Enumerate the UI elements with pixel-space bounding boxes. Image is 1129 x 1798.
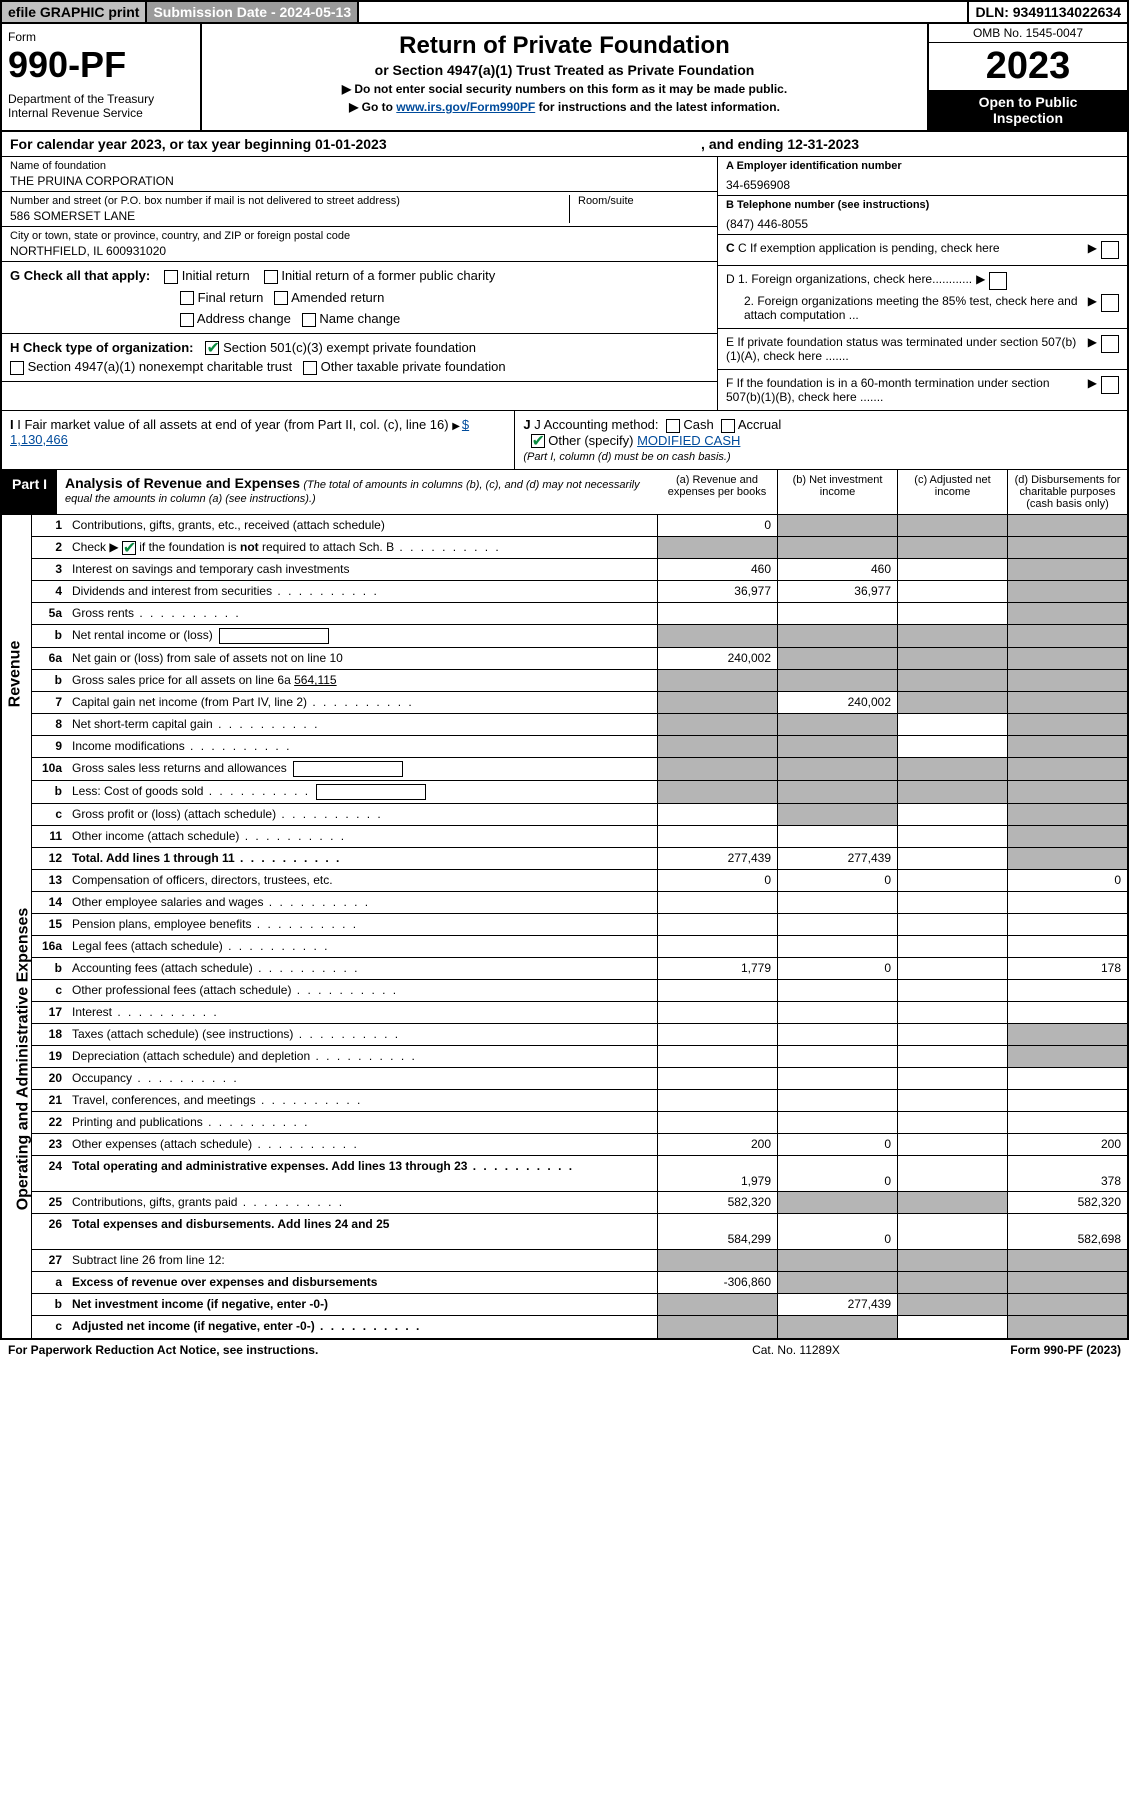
paperwork-notice: For Paperwork Reduction Act Notice, see …: [8, 1343, 671, 1357]
city-cell: City or town, state or province, country…: [2, 227, 717, 262]
other-taxable-checkbox[interactable]: [303, 361, 317, 375]
form-ref: Form 990-PF (2023): [921, 1343, 1121, 1357]
form-main: Form 990-PF Department of the Treasury I…: [0, 24, 1129, 1340]
top-bar: efile GRAPHIC print Submission Date - 20…: [0, 0, 1129, 24]
section-f: F If the foundation is in a 60-month ter…: [718, 370, 1127, 410]
foreign-org-checkbox[interactable]: [989, 272, 1007, 290]
initial-former-checkbox[interactable]: [264, 270, 278, 284]
col-a-header: (a) Revenue and expenses per books: [657, 470, 777, 514]
accrual-checkbox[interactable]: [721, 419, 735, 433]
section-c: C C If exemption application is pending,…: [718, 235, 1127, 266]
section-d: D 1. Foreign organizations, check here..…: [718, 266, 1127, 329]
revenue-side-label: Revenue: [2, 515, 32, 870]
section-h: H Check type of organization: Section 50…: [2, 334, 717, 382]
section-g: G Check all that apply: Initial return I…: [2, 262, 717, 334]
form-title-block: Return of Private Foundation or Section …: [202, 24, 927, 130]
form-number: 990-PF: [8, 44, 194, 86]
501c3-checkbox[interactable]: [205, 341, 219, 355]
form-warning: ▶ Do not enter social security numbers o…: [210, 82, 919, 96]
telephone-cell: B Telephone number (see instructions) (8…: [718, 196, 1127, 235]
form-year-block: OMB No. 1545-0047 2023 Open to Public In…: [927, 24, 1127, 130]
revenue-table: Revenue 1Contributions, gifts, grants, e…: [2, 515, 1127, 870]
col-d-header: (d) Disbursements for charitable purpose…: [1007, 470, 1127, 514]
section-e: E If private foundation status was termi…: [718, 329, 1127, 370]
cat-no: Cat. No. 11289X: [671, 1343, 921, 1357]
ein-cell: A Employer identification number 34-6596…: [718, 157, 1127, 196]
col-b-header: (b) Net investment income: [777, 470, 897, 514]
calendar-year-row: For calendar year 2023, or tax year begi…: [2, 132, 1127, 157]
expenses-table: Operating and Administrative Expenses 13…: [2, 870, 1127, 1250]
part-i-tag: Part I: [2, 470, 57, 514]
foreign-85-checkbox[interactable]: [1101, 294, 1119, 312]
column-headers: (a) Revenue and expenses per books (b) N…: [657, 470, 1127, 514]
dept: Department of the Treasury Internal Reve…: [8, 92, 194, 120]
form-title: Return of Private Foundation: [210, 32, 919, 60]
name-change-checkbox[interactable]: [302, 313, 316, 327]
cash-checkbox[interactable]: [666, 419, 680, 433]
submission-date: Submission Date - 2024-05-13: [147, 2, 359, 22]
form-word: Form: [8, 30, 194, 44]
4947a1-checkbox[interactable]: [10, 361, 24, 375]
entity-info: Name of foundation THE PRUINA CORPORATIO…: [2, 157, 1127, 411]
other-method-checkbox[interactable]: [531, 434, 545, 448]
line-27-table: 27Subtract line 26 from line 12: aExcess…: [2, 1250, 1127, 1338]
60-month-checkbox[interactable]: [1101, 376, 1119, 394]
initial-return-checkbox[interactable]: [164, 270, 178, 284]
instructions-link[interactable]: www.irs.gov/Form990PF: [396, 100, 535, 114]
section-i-j: I I Fair market value of all assets at e…: [2, 411, 1127, 470]
foundation-name-cell: Name of foundation THE PRUINA CORPORATIO…: [2, 157, 717, 192]
expenses-side-label: Operating and Administrative Expenses: [2, 870, 32, 1250]
part-i-header: Part I Analysis of Revenue and Expenses …: [2, 470, 1127, 515]
exemption-pending-checkbox[interactable]: [1101, 241, 1119, 259]
sch-b-checkbox[interactable]: [122, 541, 136, 555]
form-subtitle: or Section 4947(a)(1) Trust Treated as P…: [210, 62, 919, 78]
address-cell: Number and street (or P.O. box number if…: [2, 192, 717, 227]
efile-label: efile GRAPHIC print: [2, 2, 147, 22]
form-link-row: ▶ Go to www.irs.gov/Form990PF for instru…: [210, 100, 919, 114]
status-terminated-checkbox[interactable]: [1101, 335, 1119, 353]
open-to-public: Open to Public Inspection: [929, 90, 1127, 130]
form-header: Form 990-PF Department of the Treasury I…: [2, 24, 1127, 132]
col-c-header: (c) Adjusted net income: [897, 470, 1007, 514]
amended-return-checkbox[interactable]: [274, 291, 288, 305]
page-footer: For Paperwork Reduction Act Notice, see …: [0, 1340, 1129, 1360]
final-return-checkbox[interactable]: [180, 291, 194, 305]
form-id-block: Form 990-PF Department of the Treasury I…: [2, 24, 202, 130]
dln: DLN: 93491134022634: [967, 2, 1127, 22]
address-change-checkbox[interactable]: [180, 313, 194, 327]
tax-year: 2023: [929, 43, 1127, 90]
omb-number: OMB No. 1545-0047: [929, 24, 1127, 43]
